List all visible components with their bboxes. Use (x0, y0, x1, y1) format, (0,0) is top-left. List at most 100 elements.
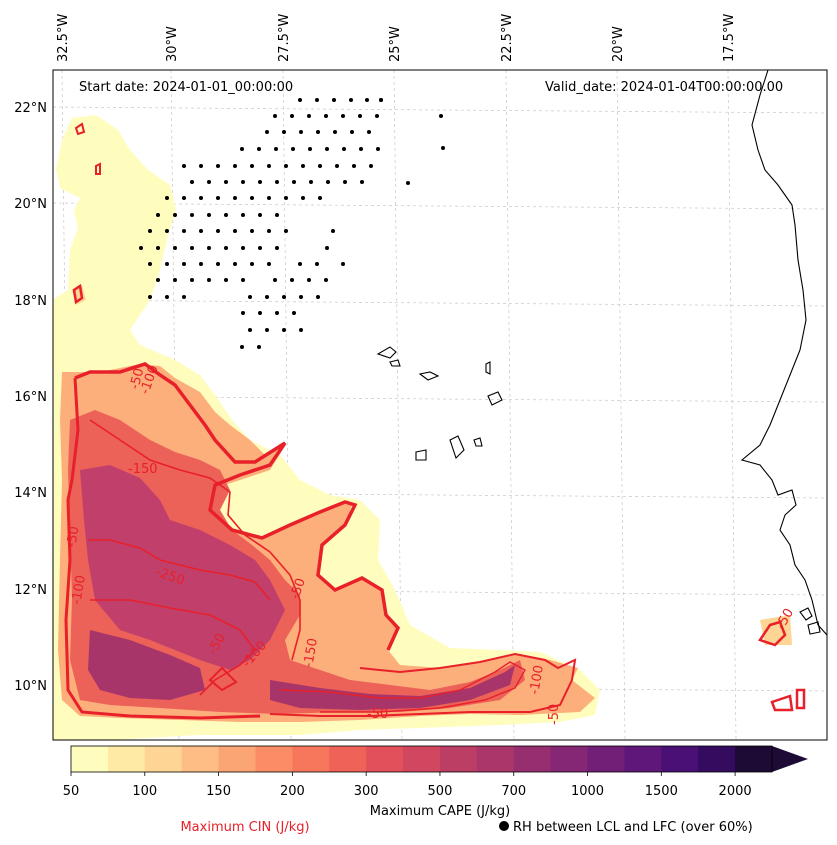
rh-dot (156, 213, 160, 217)
latitude-label: 10°N (14, 679, 47, 694)
colorbar-swatch (403, 746, 441, 772)
colorbar-swatch (661, 746, 699, 772)
rh-dot (282, 295, 286, 299)
rh-dot (216, 262, 220, 266)
rh-dot (182, 295, 186, 299)
cape-verde-island-2 (389, 359, 401, 367)
colorbar-swatch (587, 746, 625, 772)
colorbar-ticks: 50 100 150 200 300 500 700 1000 1500 2000 (63, 772, 752, 799)
latitude-label: 12°N (14, 583, 47, 598)
rh-dot (190, 246, 194, 250)
colorbar-swatch (144, 746, 183, 772)
rh-dot (324, 278, 328, 282)
rh-dot (190, 278, 194, 282)
rh-dot (274, 147, 278, 151)
rh-dot (199, 262, 203, 266)
rh-dot (148, 262, 152, 266)
contour-label: -50 (127, 367, 147, 391)
colorbar-tick-label: 50 (63, 784, 80, 799)
rh-dot (216, 196, 220, 200)
cin-legend-label: Maximum CIN (J/kg) (180, 820, 309, 835)
contour-label: -50 (367, 707, 388, 722)
rh-dot (267, 164, 271, 168)
cin-contour-inner-100 (90, 599, 257, 696)
colorbar-swatch (292, 746, 330, 772)
rh-dot (182, 164, 186, 168)
rh-dot (365, 98, 369, 102)
cin-contour-inner-150 (89, 419, 301, 661)
colorbar-swatch (550, 746, 589, 772)
rh-dot (291, 147, 295, 151)
rh-dot (341, 262, 345, 266)
colorbar-swatch (329, 746, 367, 772)
rh-dot (315, 98, 319, 102)
cin-contour-far-sw-2 (770, 694, 794, 712)
cin-contour-inner-250 (88, 539, 271, 601)
rh-dot (265, 130, 269, 134)
cin-contour-south (269, 652, 577, 717)
cin-contour-west-edge (64, 377, 261, 720)
colorbar-tick-label: 500 (428, 784, 453, 799)
rh-dot (324, 114, 328, 118)
rh-dot (148, 295, 152, 299)
rh-dot (156, 246, 160, 250)
rh-dot (267, 262, 271, 266)
rh-dot (273, 278, 277, 282)
rh-dot (258, 180, 262, 184)
rh-dot (248, 328, 252, 332)
colorbar: 50 100 150 200 300 500 700 1000 1500 2000 Maximum… (63, 745, 808, 819)
rh-dot (240, 345, 244, 349)
rh-dot (441, 146, 445, 150)
contour-label: -100 (527, 664, 547, 696)
rh-dot (241, 311, 245, 315)
colorbar-swatch (735, 746, 773, 772)
rh-dot (298, 262, 302, 266)
rh-dot (326, 180, 330, 184)
colorbar-swatch (107, 746, 146, 772)
colorbar-tick-label: 2000 (719, 784, 752, 799)
rh-dot (139, 246, 143, 250)
rh-dot (165, 196, 169, 200)
latitude-labels: 22°N 20°N 18°N 16°N 14°N 12°N 10°N (14, 101, 47, 694)
rh-dot (282, 130, 286, 134)
contour-label: -100 (69, 574, 89, 606)
rh-dot (182, 229, 186, 233)
rh-dot (359, 147, 363, 151)
rh-dot (284, 229, 288, 233)
rh-dot (316, 130, 320, 134)
contour-label: -50 (64, 525, 82, 549)
rh-dot (241, 278, 245, 282)
contour-label: -50 (547, 704, 562, 725)
rh-dot (290, 114, 294, 118)
contour-label: -50 (288, 576, 309, 601)
rh-dot (275, 246, 279, 250)
rh-dot (224, 246, 228, 250)
rh-dot (299, 328, 303, 332)
colorbar-swatch (439, 746, 478, 772)
rh-dot (318, 196, 322, 200)
rh-dot (301, 196, 305, 200)
latitude-label: 20°N (14, 197, 47, 212)
rh-dot (216, 229, 220, 233)
cin-contour-island-loop (208, 666, 238, 692)
rh-legend-label: RH between LCL and LFC (over 60%) (513, 820, 753, 835)
rh-dot (267, 229, 271, 233)
rh-dot (299, 130, 303, 134)
rh-dot (207, 278, 211, 282)
rh-dot (173, 246, 177, 250)
map-plot-area: -150 -250 -100 -50 -50 -100 -150 -50 -10… (53, 70, 827, 740)
longitude-label: 32.5°W (56, 14, 71, 62)
rh-dot (258, 311, 262, 315)
colorbar-tick-label: 700 (501, 784, 526, 799)
rh-dot (258, 246, 262, 250)
rh-dot (275, 213, 279, 217)
cape-verde-island-6 (449, 435, 465, 460)
rh-dot (333, 130, 337, 134)
contour-label: -150 (301, 637, 321, 669)
rh-dot (308, 147, 312, 151)
rh-dot (233, 164, 237, 168)
cape-verde-island-1 (376, 346, 397, 359)
cape-verde-island-8 (415, 449, 427, 461)
rh-dot (315, 262, 319, 266)
